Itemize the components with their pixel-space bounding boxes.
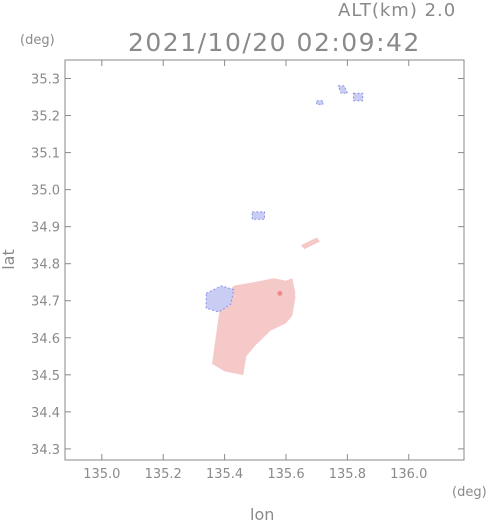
axis-ticks: 135.0 135.2 135.4 135.6 135.8 136.0 34.3 34.4 34… bbox=[31, 60, 464, 482]
y-tick-label: 34.5 bbox=[31, 369, 60, 384]
x-axis-unit: (deg) bbox=[452, 485, 487, 500]
hotspot-cell bbox=[277, 290, 283, 296]
region-west-negative bbox=[205, 285, 235, 313]
y-tick-label: 34.6 bbox=[31, 332, 60, 347]
x-tick-label: 135.2 bbox=[145, 467, 182, 482]
region-north-negative-3 bbox=[337, 85, 349, 94]
x-axis-label: lon bbox=[250, 505, 275, 524]
x-tick-label: 136.0 bbox=[390, 467, 427, 482]
region-north-negative-2 bbox=[316, 100, 324, 105]
y-tick-label: 35.2 bbox=[31, 110, 60, 125]
region-north-negative-4 bbox=[353, 92, 364, 102]
altitude-label: ALT(km) 2.0 bbox=[338, 0, 457, 21]
region-east-lobe-positive bbox=[273, 278, 296, 305]
x-tick-label: 135.4 bbox=[206, 467, 243, 482]
y-tick-label: 34.3 bbox=[31, 443, 60, 458]
y-tick-label: 34.7 bbox=[31, 295, 60, 310]
y-tick-label: 34.8 bbox=[31, 258, 60, 273]
echo-regions bbox=[205, 85, 364, 376]
plot-frame bbox=[64, 59, 465, 461]
x-tick-label: 135.0 bbox=[83, 467, 120, 482]
y-tick-label: 34.4 bbox=[31, 406, 60, 421]
y-axis-unit: (deg) bbox=[20, 33, 55, 48]
x-tick-label: 135.8 bbox=[329, 467, 366, 482]
y-tick-label: 35.3 bbox=[31, 73, 60, 88]
region-northeast-strip-positive bbox=[300, 237, 321, 250]
y-tick-label: 35.0 bbox=[31, 184, 60, 199]
region-north-negative-1 bbox=[251, 211, 265, 220]
y-tick-label: 35.1 bbox=[31, 147, 60, 162]
timestamp: 2021/10/20 02:09:42 bbox=[128, 28, 421, 57]
y-tick-label: 34.9 bbox=[31, 221, 60, 236]
x-tick-label: 135.6 bbox=[267, 467, 304, 482]
